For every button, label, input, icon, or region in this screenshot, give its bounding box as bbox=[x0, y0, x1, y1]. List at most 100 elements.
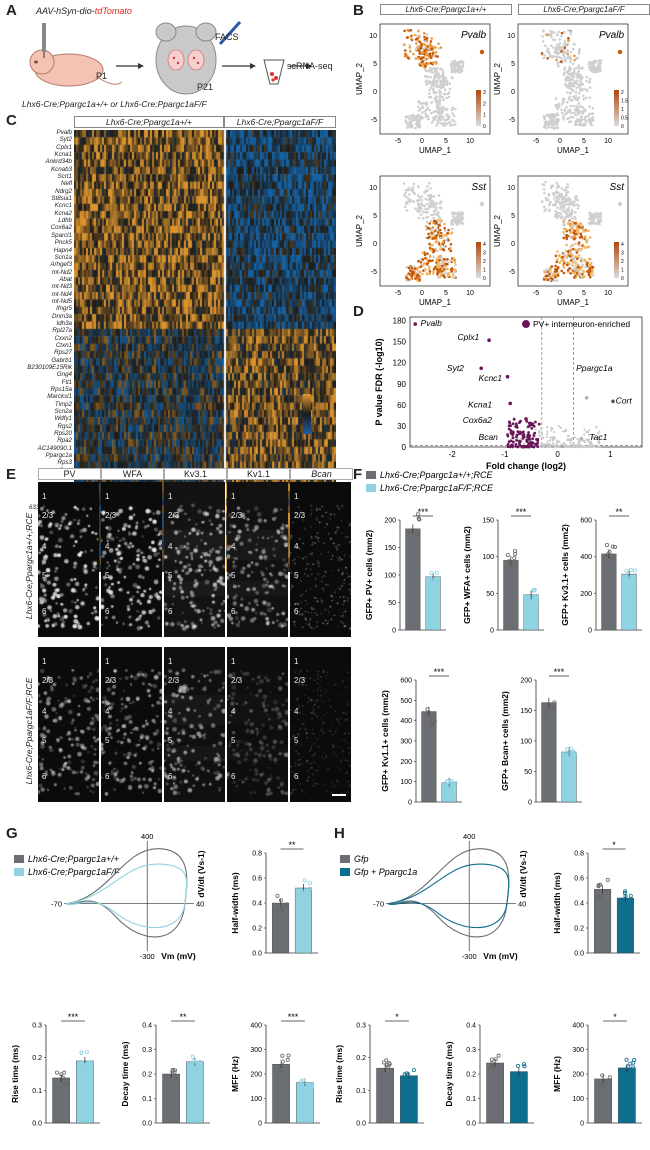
umap-cell bbox=[572, 204, 575, 207]
umap-cell bbox=[422, 107, 425, 110]
umap-cell bbox=[550, 185, 553, 188]
umap-cell bbox=[575, 67, 578, 70]
umap-cell bbox=[558, 103, 561, 106]
volcano-point bbox=[559, 445, 561, 447]
umap-cell bbox=[459, 211, 462, 214]
umap-cell bbox=[417, 106, 420, 109]
layer-label: 4 bbox=[294, 707, 298, 716]
umap-cell bbox=[439, 237, 442, 240]
umap-cell bbox=[563, 228, 566, 231]
umap-colorbar-tick: 2 bbox=[621, 90, 624, 96]
umap-cell bbox=[406, 209, 409, 212]
y-tick-label: 150 bbox=[482, 518, 494, 525]
umap-grid: Pvalb3210-5 0 5 101050-5UMAP_1UMAP_2Pvalb21… bbox=[352, 14, 650, 310]
umap-cell bbox=[457, 218, 460, 221]
umap-cell bbox=[593, 217, 596, 220]
umap-cell bbox=[423, 58, 426, 61]
umap-cell bbox=[437, 76, 440, 79]
sig-stars: * bbox=[613, 1012, 617, 1022]
volcano-point bbox=[543, 443, 545, 445]
umap-cell bbox=[420, 208, 423, 211]
volcano-point-pv bbox=[534, 421, 537, 424]
layer-label: 6 bbox=[231, 772, 235, 781]
umap-cell bbox=[589, 78, 592, 81]
umap-cell bbox=[558, 38, 561, 41]
layer-label: 5 bbox=[168, 736, 172, 745]
volcano-point bbox=[584, 441, 586, 443]
umap-cell bbox=[407, 125, 410, 128]
umap-cell bbox=[573, 200, 576, 203]
data-point bbox=[633, 569, 636, 572]
micrograph-column-label: Kv3.1 bbox=[164, 468, 227, 480]
umap-cell bbox=[582, 271, 585, 274]
volcano-point-pv bbox=[519, 431, 522, 434]
y-tick-label: 300 bbox=[400, 739, 412, 746]
umap-cell bbox=[563, 40, 566, 43]
umap-cell bbox=[450, 243, 453, 246]
y-tick-label: 600 bbox=[580, 518, 592, 525]
umap-cell bbox=[427, 194, 430, 197]
umap-cell bbox=[436, 67, 439, 70]
volcano-point-pv bbox=[528, 446, 531, 449]
volcano-point-pv bbox=[512, 422, 515, 425]
umap-cell bbox=[427, 107, 430, 110]
umap-cell bbox=[430, 81, 433, 84]
umap-cell bbox=[403, 30, 406, 33]
umap-cell bbox=[590, 262, 593, 265]
umap-cell bbox=[564, 255, 567, 258]
umap-cell bbox=[577, 110, 580, 113]
umap-cell bbox=[428, 227, 431, 230]
legend-label-wt: Lhx6-Cre;Ppargc1a+/+;RCE bbox=[380, 470, 494, 480]
umap-cell bbox=[431, 71, 434, 74]
y-tick-label: 300 bbox=[250, 1047, 262, 1054]
umap-cell bbox=[457, 212, 460, 215]
umap-cell bbox=[428, 92, 431, 95]
umap-cell bbox=[414, 193, 417, 196]
age-p1: P1 bbox=[96, 71, 107, 81]
sig-stars: *** bbox=[434, 667, 445, 677]
umap-cell bbox=[406, 29, 409, 32]
volcano-point bbox=[570, 439, 572, 441]
data-point bbox=[281, 1060, 284, 1063]
y-tick-label: 0.2 bbox=[574, 926, 584, 933]
heatmap-gene-label: Scn2a bbox=[4, 408, 72, 415]
umap-cell bbox=[410, 275, 413, 278]
umap-cell bbox=[561, 32, 564, 35]
umap-cell bbox=[425, 79, 428, 82]
bar bbox=[186, 1062, 203, 1123]
umap-cell bbox=[428, 182, 431, 185]
umap-cell bbox=[434, 46, 437, 49]
umap-cell bbox=[568, 223, 571, 226]
y-tick-label: 0.4 bbox=[574, 901, 584, 908]
layer-label: 5 bbox=[231, 736, 235, 745]
umap-cell bbox=[587, 115, 590, 118]
volcano-xtick: -2 bbox=[449, 450, 457, 459]
umap-cell bbox=[566, 236, 569, 239]
umap-cell bbox=[429, 254, 432, 257]
heatmap-gene-label: Pvalb bbox=[4, 129, 72, 136]
umap-cell bbox=[580, 275, 583, 278]
umap-cell bbox=[567, 29, 570, 32]
virus-label: AAV-hSyn-dio-tdTomato bbox=[36, 6, 132, 16]
umap-cell bbox=[588, 121, 591, 124]
volcano-point bbox=[553, 431, 555, 433]
umap-cell bbox=[566, 70, 569, 73]
umap-cell bbox=[440, 232, 443, 235]
volcano-point-pv bbox=[508, 420, 511, 423]
volcano-point bbox=[587, 446, 589, 448]
umap-cell bbox=[575, 98, 578, 101]
umap-cell bbox=[420, 265, 423, 268]
umap-cell bbox=[556, 258, 559, 261]
volcano-legend-text: PV+ interneuron-enriched bbox=[533, 319, 630, 329]
umap-cell bbox=[425, 38, 428, 41]
umap-cell bbox=[555, 121, 558, 124]
umap-cell bbox=[558, 185, 561, 188]
chart-ylabel: Rise time (ms) bbox=[10, 1045, 20, 1103]
heatmap-gene-label: Kcna1 bbox=[4, 151, 72, 158]
y-tick-label: 100 bbox=[520, 739, 532, 746]
umap-cell bbox=[588, 105, 591, 108]
umap-cell bbox=[563, 73, 566, 76]
volcano-point bbox=[546, 426, 548, 428]
umap-colorbar bbox=[614, 90, 619, 126]
umap-cell bbox=[570, 105, 573, 108]
